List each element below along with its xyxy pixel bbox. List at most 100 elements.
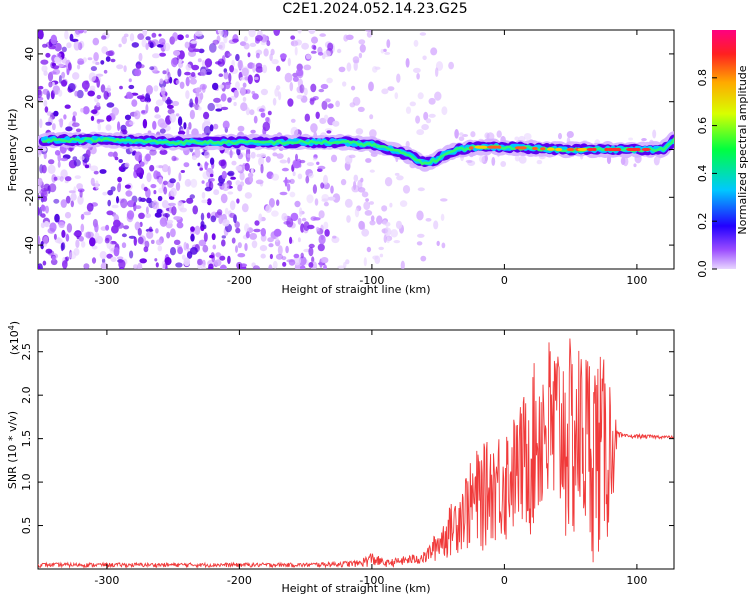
spectrogram-cell — [191, 64, 200, 71]
spectrogram-cell — [211, 233, 216, 241]
spectrogram-cell — [416, 73, 420, 80]
spectrogram-cell — [273, 228, 282, 237]
spectrogram-y-tick-label: 20 — [23, 95, 36, 109]
spectrogram-cell — [65, 233, 70, 242]
spectrogram-cell — [146, 230, 154, 239]
spectrogram-cell — [413, 67, 421, 74]
spectrogram-cell — [327, 42, 334, 51]
spectrogram-cell — [202, 171, 210, 180]
spectrogram-cell — [177, 68, 182, 77]
spectrogram-cell — [332, 235, 337, 239]
spectrogram-cell — [213, 259, 222, 267]
spectrogram-cell — [43, 100, 48, 107]
spectrogram-cell — [315, 111, 320, 120]
spectrogram-cell — [292, 171, 296, 177]
spectrogram-cell — [249, 42, 257, 48]
spectrogram-x-tick-label: -200 — [227, 274, 252, 287]
spectrogram-cell — [58, 75, 62, 84]
spectrogram-cell — [308, 262, 314, 268]
spectrogram-cell — [359, 44, 366, 53]
spectrogram-cell — [48, 159, 55, 165]
spectrogram-cell — [430, 47, 438, 56]
snr-y-tick-label: 1.0 — [20, 473, 33, 491]
spectrogram-cell — [53, 233, 57, 240]
spectrogram-cell — [206, 198, 212, 206]
snr-x-label: Height of straight line (km) — [281, 582, 430, 595]
spectrogram-cell — [382, 219, 388, 226]
spectrogram-cell — [176, 34, 184, 41]
spectrogram-cell — [134, 205, 142, 210]
spectrogram-cell — [351, 185, 360, 193]
spectrogram-cell — [95, 73, 104, 77]
colorbar-tick-label: 0.8 — [696, 69, 709, 87]
spectrogram-cell — [318, 234, 326, 245]
spectrogram-cell — [42, 43, 48, 48]
spectrogram-cell — [338, 66, 346, 73]
spectrogram-x-tick-label: 0 — [501, 274, 508, 287]
spectrogram-cell — [240, 87, 246, 96]
spectrogram-cell — [61, 71, 66, 79]
spectrogram-cell — [258, 213, 263, 223]
spectrogram-cell — [297, 217, 302, 225]
snr-x-tick-label: -300 — [94, 574, 119, 587]
spectrogram-cell — [425, 218, 432, 222]
spectrogram-cell — [389, 202, 393, 208]
spectrogram-cell — [42, 195, 48, 202]
spectrogram-cell — [237, 125, 245, 132]
spectrogram-cell — [348, 154, 356, 159]
snr-y-label: SNR (10 * v/v) — [6, 411, 19, 489]
spectrogram-cell — [314, 198, 319, 206]
spectrogram-cell — [258, 108, 265, 112]
spectrogram-cell — [436, 240, 440, 247]
spectrogram-cell — [106, 253, 113, 259]
spectrogram-cell — [301, 217, 307, 222]
spectrogram-cell — [152, 120, 157, 130]
spectrogram-cell — [279, 159, 288, 164]
spectrogram-cell — [64, 104, 71, 109]
spectrogram-cell — [198, 239, 207, 247]
spectrogram-cell — [344, 198, 353, 208]
spectrogram-cell — [155, 99, 164, 106]
spectrogram-cell — [60, 199, 67, 208]
colorbar-tick-label: 0.4 — [696, 165, 709, 183]
spectrogram-cell — [136, 95, 145, 100]
spectrogram-cell — [107, 199, 111, 207]
spectrogram-cell — [126, 210, 135, 220]
spectrogram-cell — [223, 71, 229, 80]
spectrogram-cell — [159, 128, 166, 134]
spectrogram-cell — [308, 246, 314, 257]
spectrogram-cell — [229, 149, 233, 159]
spectrogram-cell — [269, 53, 273, 61]
spectrogram-cell — [260, 163, 264, 174]
spectrogram-cell — [461, 134, 469, 137]
spectrogram-cell — [80, 213, 85, 220]
spectrogram-cell — [178, 58, 182, 64]
spectrogram-cell — [229, 200, 236, 211]
spectrogram-cell — [265, 204, 272, 213]
spectrogram-cell — [48, 183, 57, 193]
spectrogram-cell — [133, 110, 141, 120]
spectrogram-cell — [40, 188, 48, 192]
spectrogram-cell — [320, 257, 329, 264]
spectrogram-cell — [335, 100, 340, 108]
spectrogram-cell — [73, 41, 81, 51]
spectrogram-cell — [215, 103, 219, 107]
spectrogram-cell — [103, 69, 108, 74]
spectrogram-cell — [188, 122, 192, 130]
spectrogram-cell — [290, 118, 296, 123]
spectrogram-cell — [52, 123, 56, 131]
spectrogram-cell — [349, 102, 356, 108]
spectrogram-cell — [149, 164, 155, 172]
spectrogram-cell — [419, 32, 427, 36]
spectrogram-cell — [536, 159, 543, 165]
spectrogram-cell — [201, 60, 206, 67]
spectrogram-cell — [194, 30, 203, 37]
spectrogram-cell — [204, 58, 213, 68]
spectrogram-cell — [243, 42, 250, 50]
spectrogram-cell — [86, 202, 94, 212]
spectrogram-cell — [61, 229, 66, 238]
spectrogram-cell — [175, 79, 180, 85]
spectrogram-cell — [272, 152, 278, 157]
spectrogram-cell — [87, 57, 93, 61]
spectrogram-cell — [118, 43, 122, 48]
